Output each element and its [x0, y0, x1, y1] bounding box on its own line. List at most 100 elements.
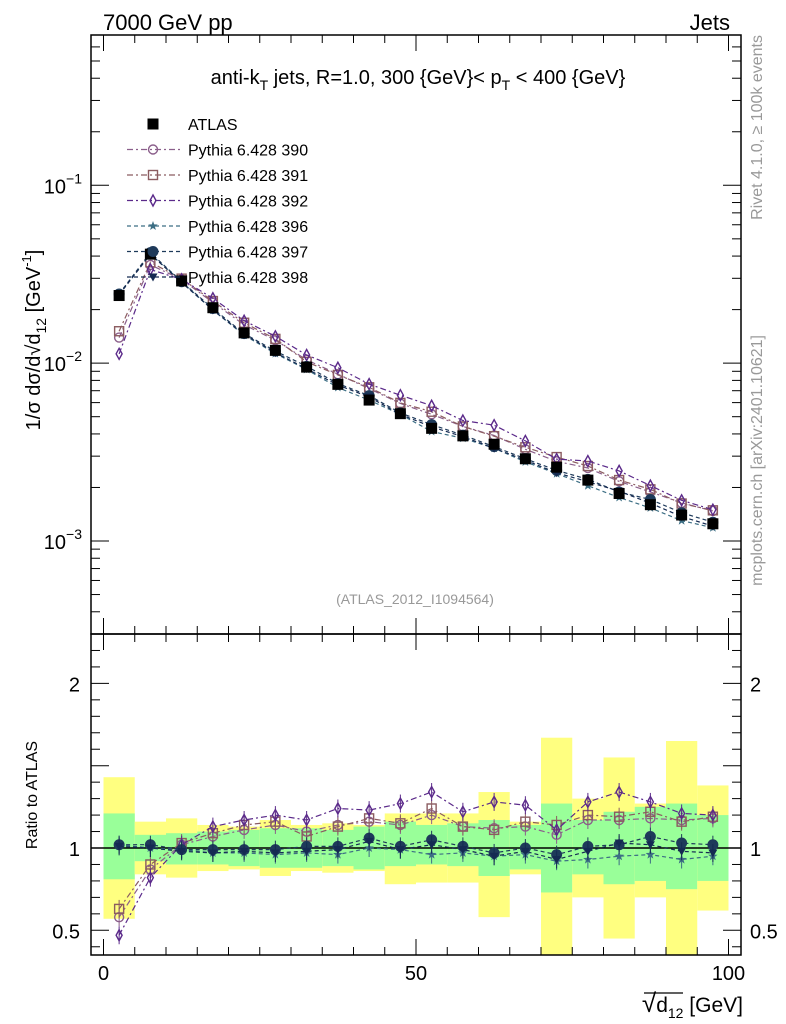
- series-point-ratio: [115, 928, 123, 943]
- series-point-main: [115, 346, 123, 361]
- series-point-ratio: [427, 841, 437, 850]
- data-point-atlas: [519, 453, 531, 465]
- series-point-ratio: [520, 816, 531, 827]
- data-point-atlas: [363, 394, 375, 406]
- legend-label-atlas: ATLAS: [188, 117, 238, 134]
- series-point-ratio: [114, 842, 124, 851]
- series-line-main: [118, 268, 714, 511]
- y-tick-label-ratio-left: 2: [69, 674, 80, 696]
- series-point-main: [582, 460, 594, 472]
- series-point-main: [113, 332, 125, 343]
- legend-item-atlas: ATLAS: [147, 117, 238, 134]
- series-line-main: [118, 253, 714, 529]
- series-point-ratio: [615, 785, 623, 799]
- series-point-main: [395, 397, 406, 409]
- series-line-main: [118, 253, 714, 527]
- y-axis-label-ratio: Ratio to ATLAS: [24, 741, 41, 849]
- data-point-atlas: [676, 509, 688, 521]
- data-point-atlas: [457, 430, 469, 442]
- series-point-ratio: [177, 847, 187, 856]
- x-tick-label: 0: [98, 963, 109, 985]
- series-line-ratio: [118, 814, 713, 918]
- series-point-ratio: [426, 849, 437, 859]
- series-point-ratio: [396, 796, 405, 811]
- x-tick-label: 100: [712, 963, 745, 985]
- legend-item: Pythia 6.428 390: [127, 143, 308, 160]
- series-point-main: [240, 313, 248, 328]
- legend-marker-atlas: [147, 118, 159, 130]
- y-tick-label-main: 10−2: [44, 348, 82, 376]
- series-point-ratio: [209, 819, 217, 834]
- series-point-ratio: [677, 847, 687, 856]
- data-point-atlas: [488, 438, 500, 450]
- series-point-main: [396, 388, 405, 403]
- y-tick-label-main: 10−3: [44, 526, 82, 554]
- series-point-ratio: [271, 808, 280, 823]
- series-point-ratio: [645, 841, 655, 850]
- series-point-main: [677, 493, 686, 508]
- series-line-ratio: [118, 791, 713, 936]
- series-point-ratio: [613, 811, 625, 822]
- series-point-ratio: [395, 818, 406, 829]
- series-point-ratio: [240, 813, 248, 827]
- series-point-ratio: [459, 804, 467, 819]
- analysis-watermark: (ATLAS_2012_I1094564): [336, 591, 494, 607]
- data-point-atlas: [269, 344, 281, 356]
- series-point-ratio: [239, 847, 249, 856]
- series-point-main: [521, 433, 530, 448]
- series-line-ratio: [119, 840, 713, 861]
- series-point-main: [426, 406, 437, 417]
- series-line-ratio: [118, 807, 713, 910]
- legend-marker: [147, 144, 159, 155]
- series-point-ratio: [145, 844, 155, 853]
- legend-item: Pythia 6.428 392: [127, 194, 308, 211]
- legend-marker: [147, 246, 159, 257]
- series-point-main: [113, 326, 125, 337]
- series-point-ratio: [646, 794, 655, 809]
- legend-marker: [148, 273, 158, 282]
- series-point-ratio: [458, 846, 468, 855]
- series-point-ratio: [520, 847, 530, 856]
- series-point-main: [584, 454, 592, 468]
- y-tick-label-ratio-right: 1: [750, 839, 761, 861]
- rivet-label: Rivet 4.1.0, ≥ 100k events: [749, 35, 766, 220]
- series-point-ratio: [645, 849, 656, 859]
- series-point-ratio: [708, 849, 718, 858]
- ratio-panel-frame: [90, 633, 742, 956]
- legend-item: Pythia 6.428 391: [127, 168, 308, 185]
- series-point-ratio: [270, 849, 280, 858]
- x-axis-label: √d12 [GeV]: [642, 988, 743, 1021]
- series-point-ratio: [614, 839, 624, 848]
- mcplots-label: mcplots.cern.ch [arXiv:2401.10621]: [749, 335, 766, 586]
- data-point-atlas: [613, 487, 625, 499]
- header-left: 7000 GeV pp: [103, 10, 233, 35]
- series-point-ratio: [488, 824, 500, 836]
- series-point-ratio: [365, 803, 373, 818]
- series-point-ratio: [302, 847, 312, 856]
- data-point-atlas: [301, 361, 313, 373]
- series-point-ratio: [583, 847, 593, 856]
- main-panel: [113, 247, 719, 532]
- series-point-main: [302, 348, 311, 362]
- y-tick-label-ratio-left: 1: [69, 839, 80, 861]
- series-point-main: [459, 413, 467, 428]
- series-point-ratio: [113, 903, 125, 915]
- data-point-atlas: [113, 290, 125, 302]
- data-point-atlas: [207, 302, 219, 314]
- series-point-ratio: [457, 821, 469, 832]
- series-point-ratio: [334, 801, 342, 816]
- legend-item: Pythia 6.428 398: [127, 270, 308, 287]
- series-point-main: [646, 478, 655, 493]
- y-tick-label-ratio-right: 0.5: [750, 921, 778, 943]
- legend-marker: [149, 193, 157, 208]
- y-tick-label-main: 10−1: [44, 170, 82, 198]
- legend-label: Pythia 6.428 398: [188, 270, 308, 287]
- data-point-atlas: [582, 474, 594, 486]
- series-point-ratio: [146, 870, 155, 885]
- series-point-ratio: [302, 813, 311, 827]
- x-tick-label: 50: [405, 963, 427, 985]
- series-point-main: [334, 360, 342, 375]
- y-tick-label-ratio-left: 0.5: [52, 921, 80, 943]
- legend-label: Pythia 6.428 390: [188, 143, 308, 160]
- legend-label: Pythia 6.428 391: [188, 168, 308, 185]
